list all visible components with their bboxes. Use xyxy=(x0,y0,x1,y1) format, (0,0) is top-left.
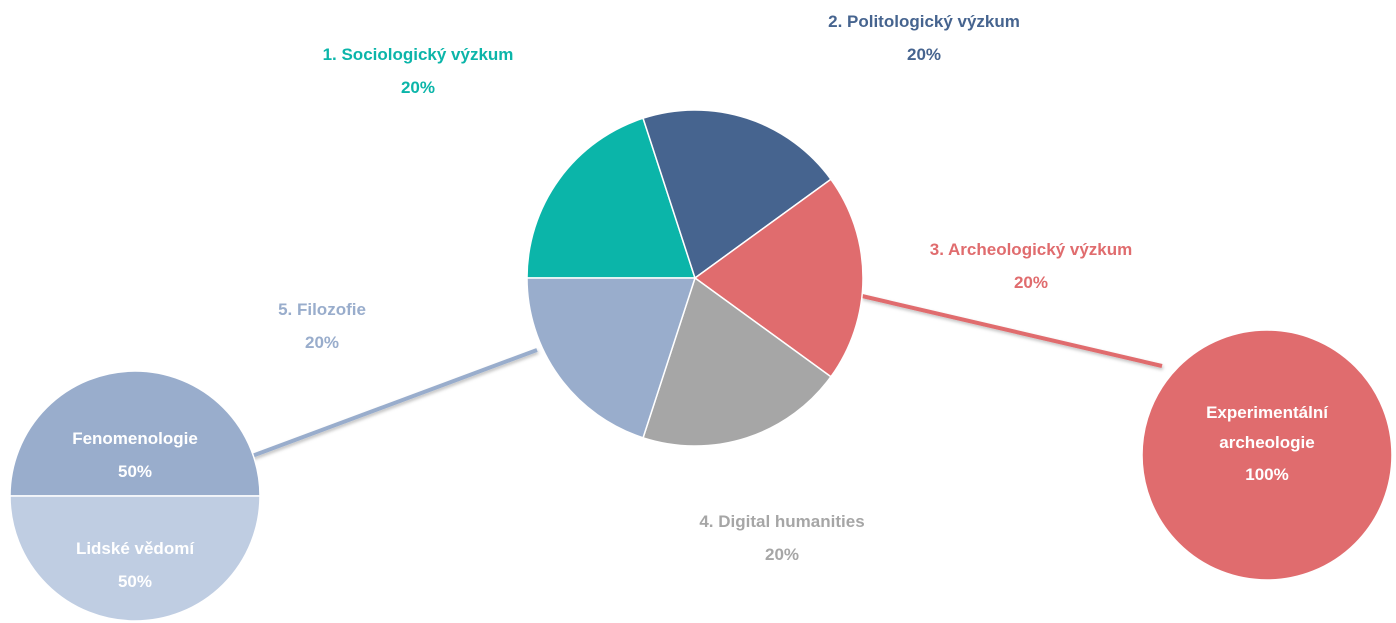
value-label: 20% xyxy=(400,78,436,97)
slice-label: 3. Archeologický výzkum 20% xyxy=(930,233,1133,299)
pie-slice xyxy=(1141,329,1393,581)
slice-label: Fenomenologie 50% xyxy=(72,422,198,488)
slice-label: 2. Politologický výzkum 20% xyxy=(828,5,1020,71)
value-label: 20% xyxy=(304,333,340,352)
value-label: 20% xyxy=(906,45,942,64)
category-label: 1. Sociologický výzkum xyxy=(322,45,514,64)
category-label: 2. Politologický výzkum xyxy=(828,12,1020,31)
value-label: 50% xyxy=(117,572,153,591)
pie-slice xyxy=(9,495,261,622)
pie-slice xyxy=(642,276,832,447)
category-label: 5. Filozofie xyxy=(278,300,366,319)
category-label: Fenomenologie xyxy=(72,429,198,448)
category-label: Experimentální archeologie xyxy=(1206,403,1328,452)
connector xyxy=(251,348,538,458)
value-label: 20% xyxy=(1013,273,1049,292)
category-label: 3. Archeologický výzkum xyxy=(929,240,1133,259)
category-label: Lidské vědomí xyxy=(75,539,195,558)
value-label: 100% xyxy=(1245,465,1289,484)
slice-label: 5. Filozofie 20% xyxy=(278,293,366,359)
value-label: 50% xyxy=(117,462,153,481)
pie-slice xyxy=(642,109,832,280)
pie-slice xyxy=(693,178,864,378)
slice-label: 1. Sociologický výzkum 20% xyxy=(323,38,514,104)
pie-slice xyxy=(526,277,697,439)
slice-label: Experimentální archeologie 100% xyxy=(1192,398,1342,491)
connector xyxy=(861,294,1163,368)
slice-label: 4. Digital humanities 20% xyxy=(699,505,864,571)
category-label: 4. Digital humanities xyxy=(699,512,865,531)
slice-label: Lidské vědomí 50% xyxy=(76,532,194,598)
pie-slice xyxy=(526,117,697,279)
pie-slice xyxy=(9,370,261,497)
value-label: 20% xyxy=(764,545,800,564)
